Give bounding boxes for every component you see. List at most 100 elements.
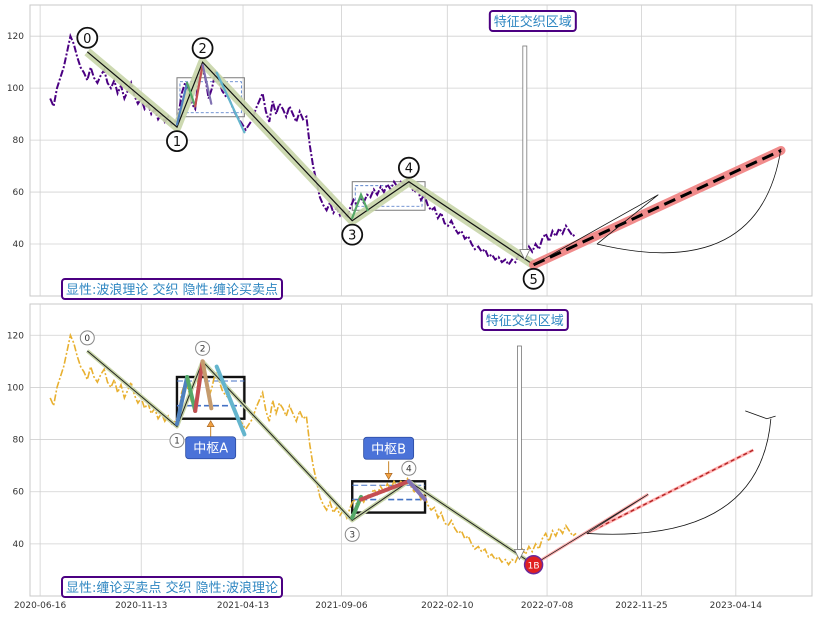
wave-line [86, 350, 534, 566]
forecast-zigzag [533, 194, 659, 266]
y-tick-label: 80 [13, 436, 25, 446]
x-tick-label: 2022-11-25 [615, 601, 667, 611]
bottom-annotation-arrow [513, 345, 526, 561]
bottom-x-axis: 2020-06-16 2020-11-13 2021-04-13 2021-09-06… [14, 601, 762, 611]
wave-point: 4 [397, 156, 420, 179]
top-y-axis: 40 60 80 100 120 [7, 32, 24, 250]
wave-point: 1 [169, 433, 185, 449]
wave-point: 3 [341, 223, 364, 246]
wave-point-circle [76, 26, 99, 49]
x-tick-label: 2023-04-14 [710, 601, 763, 611]
sub-wave-stroke [175, 81, 189, 126]
pivot-arrow-head [206, 420, 215, 428]
wave-point-circle [523, 554, 544, 575]
sub-wave-stroke [214, 364, 247, 437]
bottom-wave-path [86, 349, 535, 567]
label-group: 显性:缠论买卖点 交织 隐性:波浪理论 [61, 576, 283, 598]
y-tick-label: 40 [13, 240, 25, 250]
pivot-label-box [363, 436, 415, 460]
wave-point-label: 3 [348, 229, 356, 244]
wave-point-label: 3 [349, 530, 355, 540]
sub-wave-stroke [185, 375, 198, 413]
wave-point: 2 [195, 340, 211, 356]
x-tick-label: 2020-11-13 [115, 601, 167, 611]
wave-point: 0 [79, 330, 95, 346]
sub-wave-stroke [351, 191, 369, 220]
price-line [49, 332, 577, 567]
wave-point-label: 1 [173, 135, 181, 150]
wave-point-label: 4 [405, 162, 413, 177]
zone-inner [354, 185, 423, 207]
sub-wave-stroke [193, 359, 205, 413]
arrow-head [513, 549, 526, 561]
wave-point-circle [191, 37, 214, 60]
wave-point: 1B [523, 554, 544, 575]
sub-wave-stroke [359, 479, 411, 502]
top-price-series [49, 32, 577, 267]
sub-wave-stroke [215, 71, 246, 134]
x-tick-label: 2022-02-10 [421, 601, 474, 611]
wave-point-label: 2 [200, 344, 206, 354]
forecast-line [586, 449, 754, 535]
label-group: 特征交织区域 [480, 309, 569, 331]
label-text: 特征交织区域 [494, 14, 572, 30]
wave-point-label: 5 [529, 273, 537, 288]
bottom-price-series [49, 332, 577, 567]
wave-point-circle [79, 330, 95, 346]
arrow-shaft [517, 345, 522, 550]
sub-wave-stroke [406, 479, 427, 502]
wave-point-circle [401, 460, 417, 476]
label-text: 特征交织区域 [486, 313, 564, 329]
y-tick-label: 120 [7, 32, 24, 42]
wave-line [86, 51, 534, 266]
x-tick-label: 2022-07-08 [521, 601, 574, 611]
forecast-arc [596, 148, 782, 254]
label-box [61, 278, 283, 300]
top-plot-area [29, 4, 813, 297]
wave-point-label: 1 [174, 437, 180, 447]
x-tick-label: 2020-06-16 [14, 601, 67, 611]
top-wave-path [84, 48, 537, 269]
label-group: 特征交织区域 [488, 10, 577, 32]
y-tick-label: 60 [13, 488, 25, 498]
wave-point: 1 [166, 130, 188, 153]
pivot-box [175, 375, 246, 420]
forecast-arc-tip [745, 410, 776, 420]
y-tick-label: 80 [13, 136, 25, 146]
wave-point-label: 0 [83, 32, 91, 47]
wave-point-label: 1B [528, 562, 540, 572]
bottom-forecast [532, 410, 776, 566]
wave-point: 3 [344, 526, 360, 542]
x-tick-label: 2021-04-13 [217, 601, 269, 611]
top-grid [30, 5, 812, 296]
sub-wave-stroke [194, 63, 204, 108]
label-box [480, 309, 569, 331]
top-wave-labels: 0 1 2 3 4 5 [76, 26, 545, 290]
wave-point-circle [344, 526, 360, 542]
wave-point-circle [169, 433, 185, 449]
label-text: 显性:缠论买卖点 交织 隐性:波浪理论 [66, 580, 278, 596]
sub-wave-stroke [175, 375, 190, 426]
wave-point: 4 [401, 460, 417, 476]
bottom-plot-area [29, 303, 813, 597]
pivot-label: 中枢A [193, 442, 228, 457]
wave-point-label: 0 [84, 334, 90, 344]
bottom-y-axis: 40 60 80 100 120 [7, 331, 24, 550]
wave-point: 0 [76, 26, 99, 49]
forecast-line [532, 149, 782, 267]
forecast-arc [586, 418, 772, 535]
arrow-head [519, 249, 531, 261]
label-box [61, 576, 283, 598]
label-box [488, 10, 577, 32]
sub-wave-stroke [200, 359, 214, 411]
zone-box [176, 77, 245, 118]
label-group: 显性:波浪理论 交织 隐性:缠论买卖点 [61, 278, 283, 300]
wave-point-circle [195, 340, 211, 356]
forecast-zigzag [533, 493, 649, 566]
wave-point: 5 [522, 267, 545, 290]
wave-point: 2 [191, 37, 214, 60]
top-forecast [529, 146, 786, 270]
